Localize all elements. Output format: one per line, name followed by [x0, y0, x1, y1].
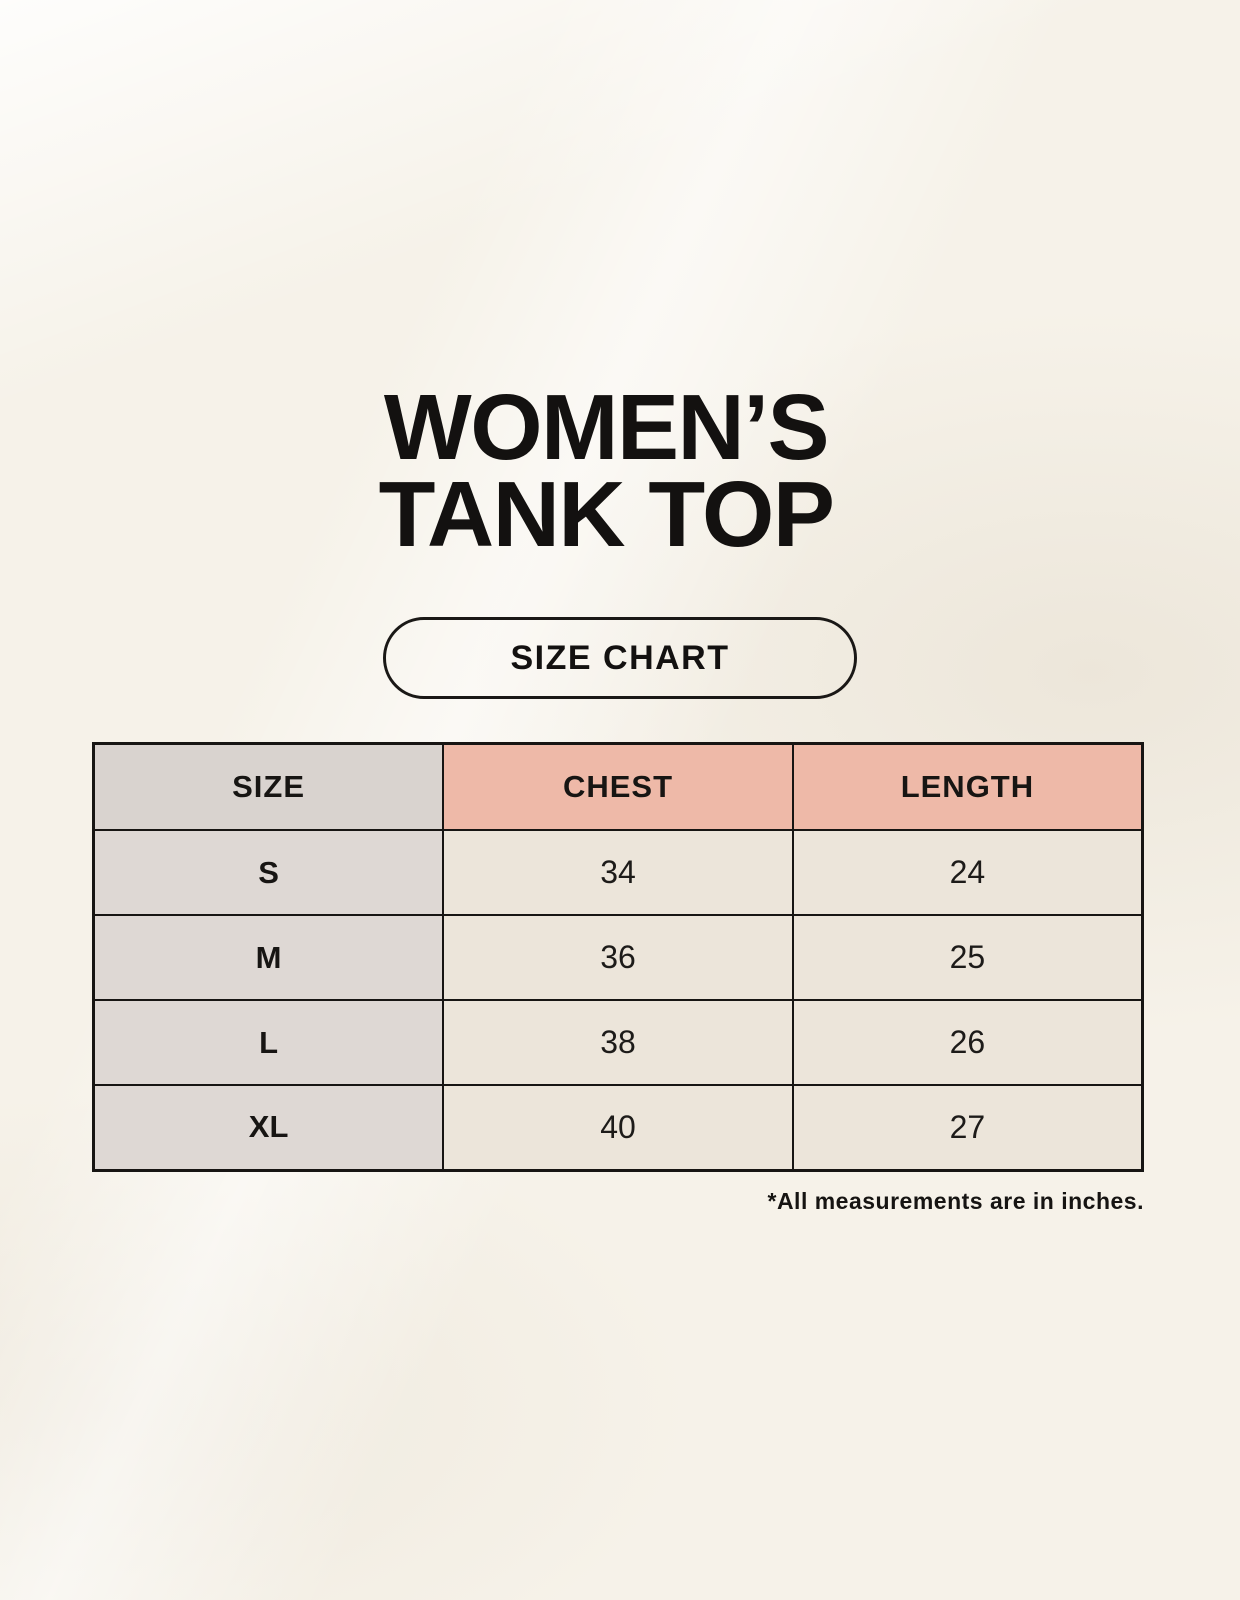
chest-cell: 38	[442, 999, 794, 1086]
size-chart-button[interactable]: SIZE CHART	[383, 617, 857, 699]
chest-cell: 34	[442, 829, 794, 916]
column-header-length: LENGTH	[791, 742, 1144, 831]
size-table: SIZE CHEST LENGTH S 34 24 M 36 25 L 38 2…	[92, 742, 1144, 1172]
length-cell: 25	[791, 914, 1144, 1001]
chest-cell: 40	[442, 1084, 794, 1171]
table-header-row: SIZE CHEST LENGTH	[92, 742, 1144, 831]
measurements-footnote: *All measurements are in inches.	[767, 1188, 1144, 1214]
page-title-line-1: WOMEN’S	[383, 375, 830, 479]
page-title: WOMEN’S TANK TOP	[0, 375, 1226, 566]
size-cell: S	[92, 829, 445, 916]
table-row-l: L 38 26	[92, 999, 1144, 1086]
table-row-m: M 36 25	[92, 914, 1144, 1001]
length-cell: 27	[791, 1084, 1144, 1171]
length-cell: 24	[791, 829, 1144, 916]
size-cell: M	[92, 914, 445, 1001]
size-cell: XL	[92, 1084, 445, 1171]
size-table-container: SIZE CHEST LENGTH S 34 24 M 36 25 L 38 2…	[92, 742, 1144, 1172]
column-header-size: SIZE	[92, 742, 445, 831]
table-row-xl: XL 40 27	[92, 1084, 1144, 1171]
chest-cell: 36	[442, 914, 794, 1001]
page-title-line-2: TANK TOP	[378, 462, 835, 566]
size-cell: L	[92, 999, 445, 1086]
column-header-chest: CHEST	[442, 742, 794, 831]
table-row-s: S 34 24	[92, 829, 1144, 916]
length-cell: 26	[791, 999, 1144, 1086]
